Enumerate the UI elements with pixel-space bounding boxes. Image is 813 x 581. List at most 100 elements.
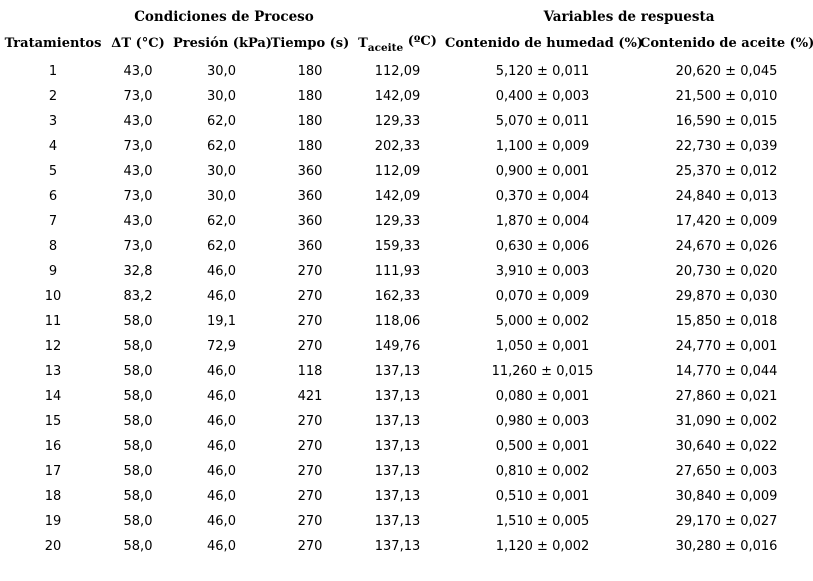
cell-humedad: 0,370 ± 0,004	[495, 189, 590, 204]
cell-presion: 46,0	[207, 389, 236, 404]
cell-aceite: 20,730 ± 0,020	[675, 264, 778, 279]
cell-tiempo: 118	[297, 364, 323, 379]
cell-tiempo: 270	[297, 264, 323, 279]
cell-delta-t: 58,0	[123, 314, 153, 329]
cell-humedad: 0,400 ± 0,003	[495, 89, 590, 104]
cell-presion: 46,0	[207, 439, 236, 454]
cell-tiempo: 270	[297, 339, 323, 354]
cell-presion: 46,0	[207, 289, 236, 304]
cell-tiempo: 360	[297, 214, 323, 229]
cell-aceite: 20,620 ± 0,045	[675, 64, 778, 79]
treatments-table: Condiciones de Proceso Variables de resp…	[3, 5, 813, 559]
cell-delta-t: 83,2	[123, 289, 153, 304]
cell-tiempo: 270	[297, 414, 323, 429]
cell-presion: 30,0	[207, 64, 236, 79]
cell-humedad: 5,120 ± 0,011	[495, 64, 590, 79]
cell-presion: 46,0	[207, 414, 236, 429]
cell-humedad: 0,080 ± 0,001	[495, 389, 590, 404]
cell-tiempo: 270	[297, 489, 323, 504]
cell-delta-t: 58,0	[123, 539, 153, 554]
cell-presion: 46,0	[207, 464, 236, 479]
cell-tratamientos: 7	[48, 214, 58, 229]
cell-tratamientos: 14	[44, 389, 62, 404]
cell-humedad: 5,070 ± 0,011	[495, 114, 590, 129]
cell-humedad: 11,260 ± 0,015	[491, 364, 594, 379]
cell-t-aceite: 137,13	[374, 489, 421, 504]
table-row: 13 58,0 46,0 118 137,13 11,260 ± 0,015 14,770 …	[3, 359, 813, 384]
cell-delta-t: 32,8	[123, 264, 153, 279]
cell-aceite: 21,500 ± 0,010	[675, 89, 778, 104]
cell-humedad: 0,500 ± 0,001	[495, 439, 590, 454]
cell-t-aceite: 112,09	[374, 64, 421, 79]
table-row: 8 73,0 62,0 360 159,33 0,630 ± 0,006 24,670 ± …	[3, 234, 813, 259]
cell-tratamientos: 9	[48, 264, 58, 279]
cell-t-aceite: 137,13	[374, 414, 421, 429]
cell-t-aceite: 137,13	[374, 539, 421, 554]
cell-t-aceite: 142,09	[374, 189, 421, 204]
cell-tratamientos: 8	[48, 239, 58, 254]
t-aceite-unit: (ºC)	[407, 33, 437, 49]
cell-aceite: 29,170 ± 0,027	[675, 514, 778, 529]
cell-presion: 30,0	[207, 164, 236, 179]
cell-tiempo: 180	[297, 89, 323, 104]
column-header-contenido-humedad: Contenido de humedad (%)	[445, 36, 644, 51]
group-header-condiciones-de-proceso: Condiciones de Proceso	[134, 8, 314, 25]
table-row: 4 73,0 62,0 180 202,33 1,100 ± 0,009 22,730 ± …	[3, 134, 813, 159]
cell-tratamientos: 3	[48, 114, 58, 129]
t-aceite-subscript: aceite	[367, 41, 404, 54]
t-aceite-symbol: T	[358, 35, 368, 51]
cell-humedad: 0,630 ± 0,006	[495, 239, 590, 254]
cell-humedad: 1,100 ± 0,009	[495, 139, 590, 154]
cell-tratamientos: 12	[44, 339, 62, 354]
cell-presion: 46,0	[207, 264, 236, 279]
cell-presion: 46,0	[207, 539, 236, 554]
cell-tiempo: 270	[297, 314, 323, 329]
column-header-t-aceite: Taceite (ºC)	[350, 28, 445, 59]
cell-t-aceite: 118,06	[374, 314, 421, 329]
cell-tiempo: 180	[297, 114, 323, 129]
cell-tratamientos: 19	[44, 514, 62, 529]
cell-presion: 62,0	[207, 114, 236, 129]
cell-delta-t: 43,0	[123, 114, 153, 129]
column-header-tratamientos: Tratamientos	[4, 36, 102, 51]
table-row: 6 73,0 30,0 360 142,09 0,370 ± 0,004 24,840 ± …	[3, 184, 813, 209]
cell-tratamientos: 1	[48, 64, 58, 79]
table-row: 5 43,0 30,0 360 112,09 0,900 ± 0,001 25,370 ± …	[3, 159, 813, 184]
cell-humedad: 5,000 ± 0,002	[495, 314, 590, 329]
cell-humedad: 0,810 ± 0,002	[495, 464, 590, 479]
cell-humedad: 0,900 ± 0,001	[495, 164, 590, 179]
cell-tratamientos: 2	[48, 89, 58, 104]
cell-tiempo: 360	[297, 189, 323, 204]
cell-delta-t: 73,0	[123, 239, 153, 254]
group-header-row: Condiciones de Proceso Variables de resp…	[3, 5, 813, 28]
cell-tiempo: 180	[297, 139, 323, 154]
cell-humedad: 1,120 ± 0,002	[495, 539, 590, 554]
cell-aceite: 24,670 ± 0,026	[675, 239, 778, 254]
cell-tiempo: 360	[297, 164, 323, 179]
cell-tratamientos: 5	[48, 164, 58, 179]
cell-tratamientos: 10	[44, 289, 62, 304]
cell-tratamientos: 13	[44, 364, 62, 379]
cell-aceite: 30,280 ± 0,016	[675, 539, 778, 554]
cell-presion: 46,0	[207, 514, 236, 529]
cell-presion: 19,1	[207, 314, 236, 329]
table-row: 20 58,0 46,0 270 137,13 1,120 ± 0,002 30,280 ±…	[3, 534, 813, 559]
cell-aceite: 31,090 ± 0,002	[675, 414, 778, 429]
cell-humedad: 0,070 ± 0,009	[495, 289, 590, 304]
group-header-variables-de-respuesta: Variables de respuesta	[543, 8, 715, 25]
cell-t-aceite: 162,33	[374, 289, 421, 304]
cell-t-aceite: 137,13	[374, 464, 421, 479]
table-row: 9 32,8 46,0 270 111,93 3,910 ± 0,003 20,730 ± …	[3, 259, 813, 284]
table-row: 12 58,0 72,9 270 149,76 1,050 ± 0,001 24,770 ±…	[3, 334, 813, 359]
cell-tiempo: 270	[297, 464, 323, 479]
table-row: 2 73,0 30,0 180 142,09 0,400 ± 0,003 21,500 ± …	[3, 84, 813, 109]
cell-humedad: 3,910 ± 0,003	[495, 264, 590, 279]
column-header-presion: Presión (kPa)	[173, 36, 272, 51]
cell-aceite: 29,870 ± 0,030	[675, 289, 778, 304]
table-row: 16 58,0 46,0 270 137,13 0,500 ± 0,001 30,640 ±…	[3, 434, 813, 459]
cell-tratamientos: 4	[48, 139, 58, 154]
cell-tiempo: 360	[297, 239, 323, 254]
cell-tiempo: 270	[297, 514, 323, 529]
cell-delta-t: 43,0	[123, 214, 153, 229]
